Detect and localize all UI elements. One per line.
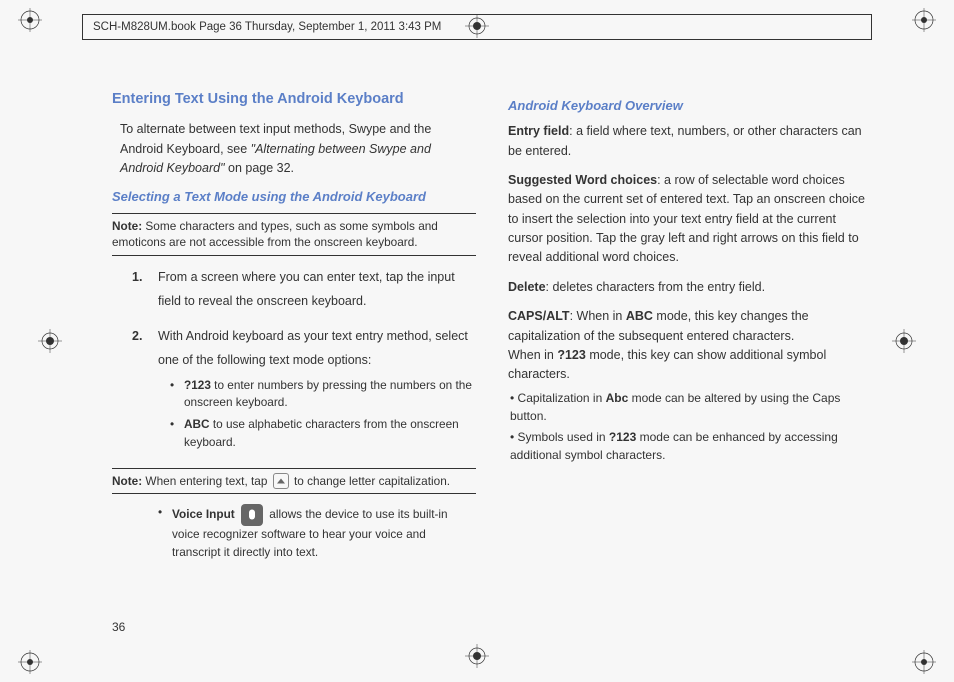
sub-bullets: • ?123 to enter numbers by pressing the … bbox=[170, 377, 476, 452]
bullet-dot: • bbox=[170, 416, 184, 451]
sub-bullet-2: • Symbols used in ?123 mode can be enhan… bbox=[510, 428, 872, 464]
reg-mark-icon bbox=[38, 329, 62, 353]
d4-pre: : When in bbox=[570, 309, 626, 323]
bullet-123: • ?123 to enter numbers by pressing the … bbox=[170, 377, 476, 412]
reg-mark-icon bbox=[18, 650, 42, 674]
bullet-rest: to use alphabetic characters from the on… bbox=[184, 417, 459, 449]
step-text: From a screen where you can enter text, … bbox=[158, 266, 476, 314]
sub-bullet-1: • Capitalization in Abc mode can be alte… bbox=[510, 389, 872, 425]
term: CAPS/ALT bbox=[508, 309, 570, 323]
def-suggested-words: Suggested Word choices: a row of selecta… bbox=[508, 171, 872, 268]
bullet-bold: ?123 bbox=[184, 378, 211, 392]
reg-mark-icon bbox=[18, 8, 42, 32]
sb-body: • Capitalization in Abc mode can be alte… bbox=[510, 389, 872, 425]
subsection-title: Selecting a Text Mode using the Android … bbox=[112, 187, 476, 207]
intro-paragraph: To alternate between text input methods,… bbox=[112, 120, 476, 178]
step-num: 2. bbox=[132, 325, 158, 455]
bullet-bold: ABC bbox=[184, 417, 210, 431]
reg-mark-icon bbox=[892, 329, 916, 353]
note-text: Some characters and types, such as some … bbox=[112, 219, 438, 250]
reg-mark-icon bbox=[465, 644, 489, 668]
bullet-abc: • ABC to use alphabetic characters from … bbox=[170, 416, 476, 451]
sb2-b: ?123 bbox=[609, 430, 636, 444]
section-title: Entering Text Using the Android Keyboard bbox=[112, 88, 476, 110]
bullet-body: Voice Input allows the device to use its… bbox=[172, 504, 476, 561]
microphone-icon bbox=[241, 504, 263, 526]
def-delete: Delete: deletes characters from the entr… bbox=[508, 278, 872, 297]
voice-input-bullet: • Voice Input allows the device to use i… bbox=[158, 504, 476, 561]
bullet-dot: • bbox=[158, 504, 172, 561]
sb1-b: Abc bbox=[606, 391, 629, 405]
note-pre: When entering text, tap bbox=[142, 474, 271, 488]
bullet-body: ?123 to enter numbers by pressing the nu… bbox=[184, 377, 476, 412]
note-label: Note: bbox=[112, 219, 142, 233]
sb-body: • Symbols used in ?123 mode can be enhan… bbox=[510, 428, 872, 464]
page-content: Entering Text Using the Android Keyboard… bbox=[112, 88, 872, 610]
doc-header-text: SCH-M828UM.book Page 36 Thursday, Septem… bbox=[93, 21, 441, 33]
bullet-rest: to enter numbers by pressing the numbers… bbox=[184, 378, 472, 410]
term-text: : deletes characters from the entry fiel… bbox=[546, 280, 766, 294]
note-box-2: Note: When entering text, tap to change … bbox=[112, 468, 476, 495]
note-box-1: Note: Some characters and types, such as… bbox=[112, 213, 476, 256]
d4-l2-pre: When in bbox=[508, 348, 557, 362]
reg-mark-icon bbox=[912, 8, 936, 32]
step-num: 1. bbox=[132, 266, 158, 314]
left-column: Entering Text Using the Android Keyboard… bbox=[112, 88, 476, 610]
step2-text: With Android keyboard as your text entry… bbox=[158, 329, 468, 367]
page-number: 36 bbox=[112, 620, 125, 634]
subsection-title: Android Keyboard Overview bbox=[508, 96, 872, 116]
intro-post: on page 32. bbox=[225, 161, 295, 175]
note-post: to change letter capitalization. bbox=[291, 474, 450, 488]
doc-header: SCH-M828UM.book Page 36 Thursday, Septem… bbox=[82, 14, 872, 40]
voice-bold: Voice Input bbox=[172, 508, 235, 522]
right-column: Android Keyboard Overview Entry field: a… bbox=[508, 88, 872, 610]
bullet-voice: • Voice Input allows the device to use i… bbox=[158, 504, 476, 561]
reg-mark-icon bbox=[912, 650, 936, 674]
term: Suggested Word choices bbox=[508, 173, 657, 187]
caps-sub-bullets: • Capitalization in Abc mode can be alte… bbox=[510, 389, 872, 464]
sb2-pre: • Symbols used in bbox=[510, 430, 609, 444]
ordered-steps: 1. From a screen where you can enter tex… bbox=[132, 266, 476, 456]
term: Delete bbox=[508, 280, 546, 294]
d4-b1: ABC bbox=[626, 309, 653, 323]
bullet-body: ABC to use alphabetic characters from th… bbox=[184, 416, 476, 451]
def-caps-alt: CAPS/ALT: When in ABC mode, this key cha… bbox=[508, 307, 872, 464]
term: Entry field bbox=[508, 124, 569, 138]
shift-key-icon bbox=[273, 473, 289, 489]
step-1: 1. From a screen where you can enter tex… bbox=[132, 266, 476, 314]
def-entry-field: Entry field: a field where text, numbers… bbox=[508, 122, 872, 161]
d4-b2: ?123 bbox=[557, 348, 586, 362]
sb1-pre: • Capitalization in bbox=[510, 391, 606, 405]
note-label: Note: bbox=[112, 474, 142, 488]
step-2: 2. With Android keyboard as your text en… bbox=[132, 325, 476, 455]
step-text: With Android keyboard as your text entry… bbox=[158, 325, 476, 455]
bullet-dot: • bbox=[170, 377, 184, 412]
